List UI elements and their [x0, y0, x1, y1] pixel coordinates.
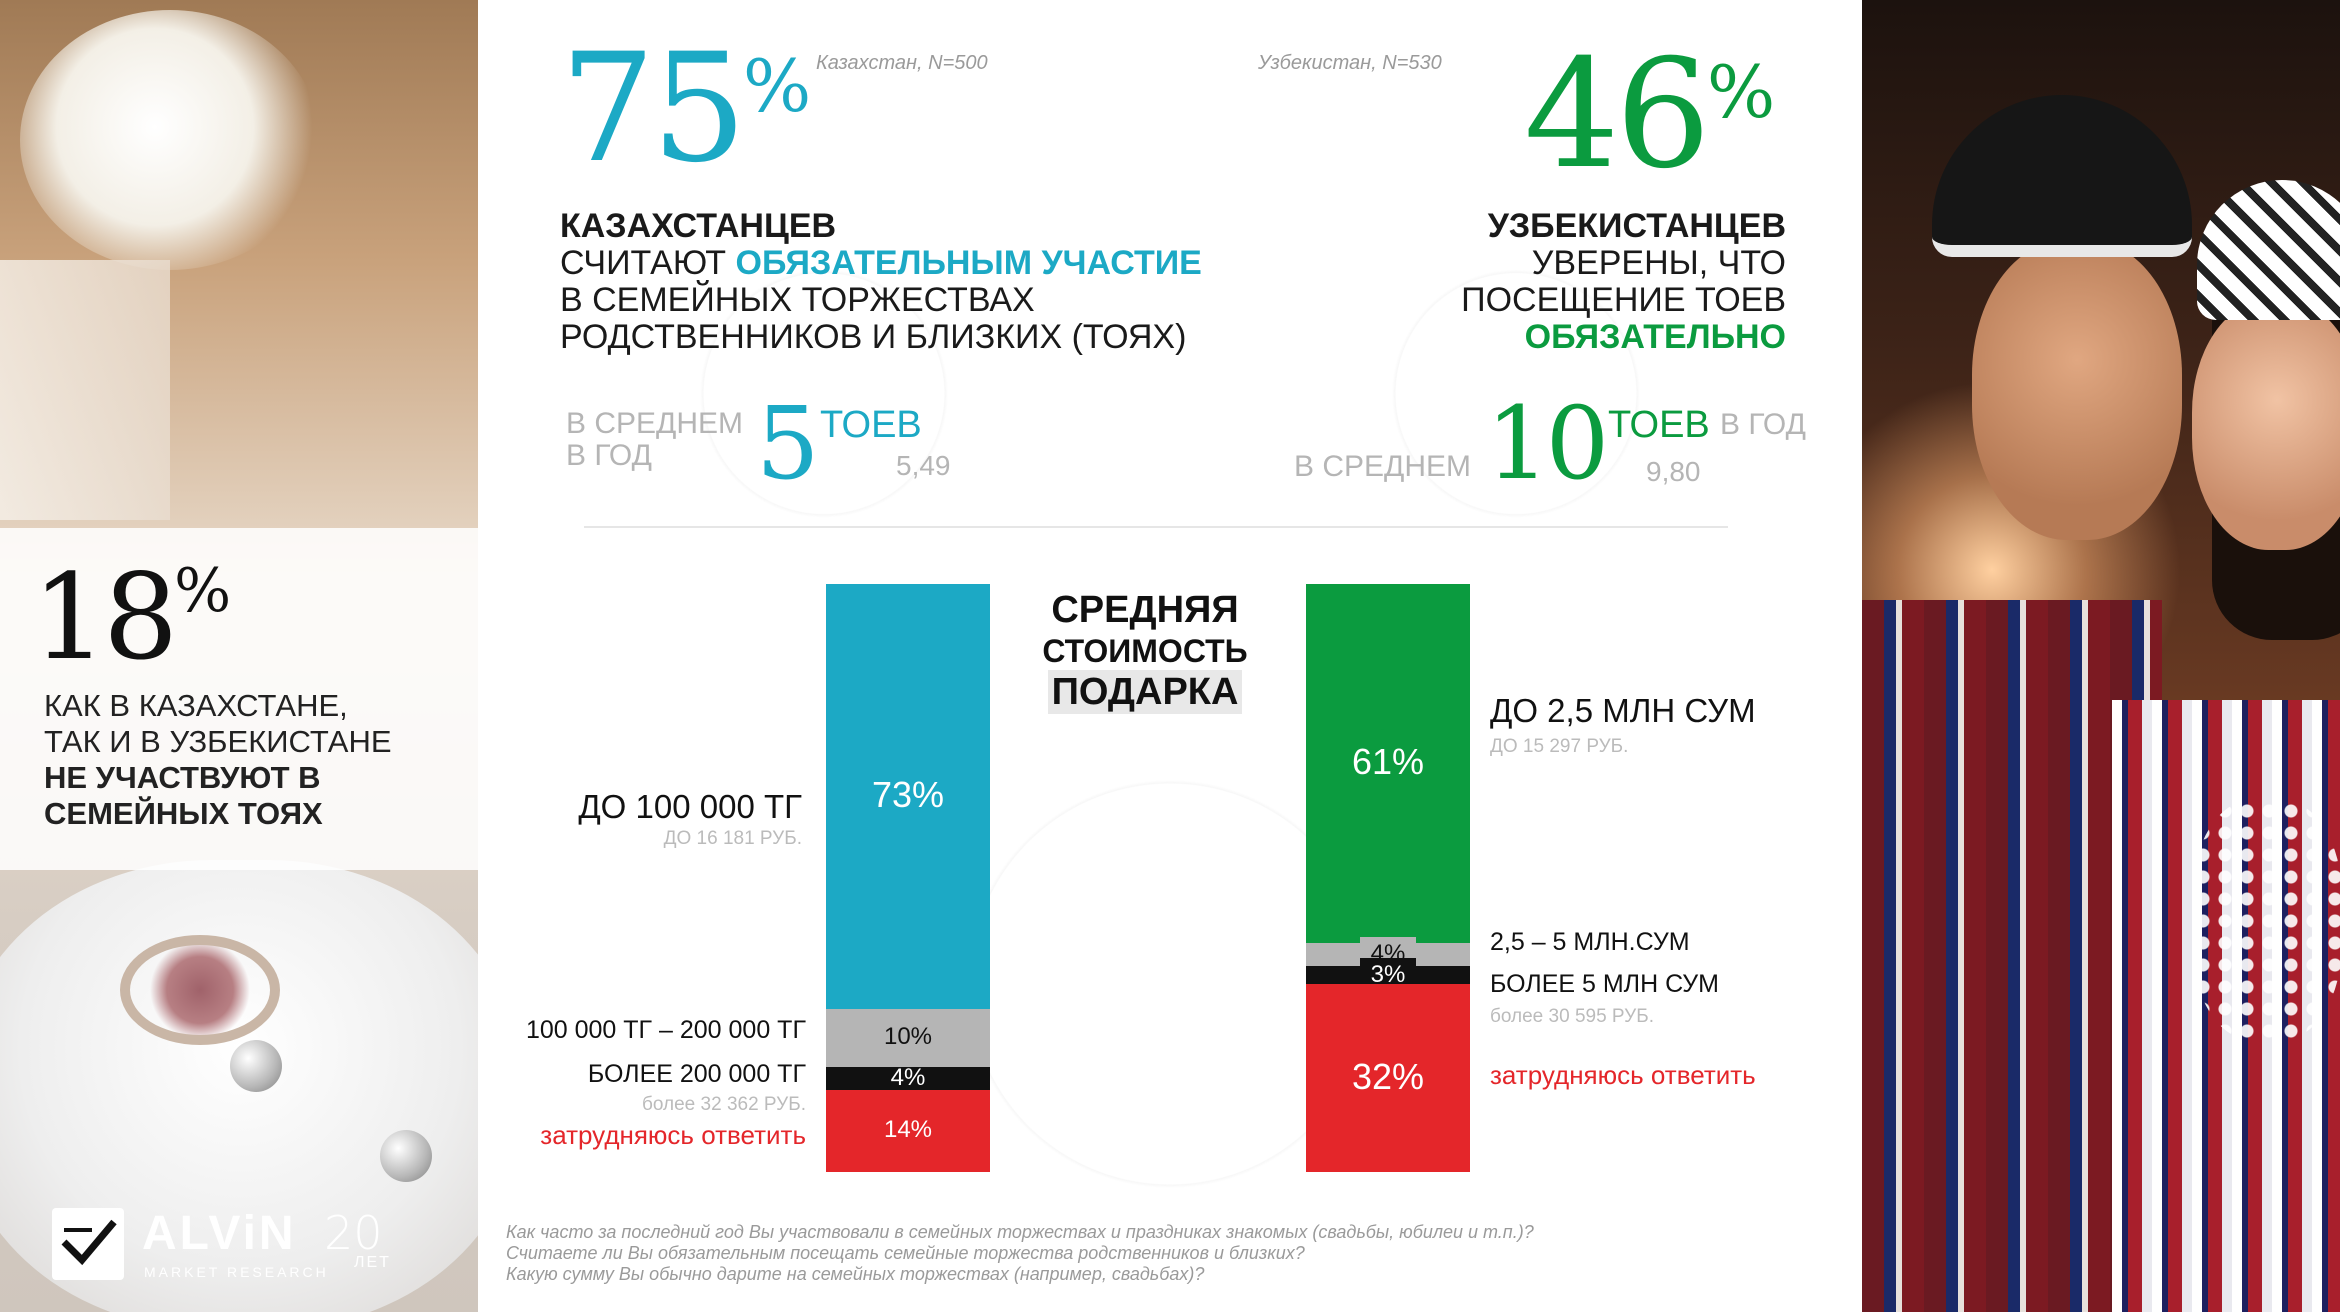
gift-title-line: СТОИМОСТЬ — [1042, 633, 1248, 669]
kz-label-group: ДО 100 000 ТГ ДО 16 181 РУБ. — [462, 788, 802, 850]
feather-decoration — [20, 10, 320, 270]
kz-stacked-bar: 73% 10% 4% 14% — [826, 584, 990, 1172]
uz-pct-sign: % — [1706, 50, 1776, 134]
man-skullcap — [1932, 95, 2192, 257]
kz-bar-segment — [826, 1067, 990, 1091]
kz-bar-segment — [826, 1090, 990, 1172]
logo-sub: MARKET RESEARCH — [144, 1264, 329, 1280]
uz-pct-value: 46 — [1524, 28, 1711, 202]
left-stat-number: 18% — [32, 548, 231, 686]
kz-avg-exact: 5,49 — [896, 450, 951, 481]
logo-years-label: ЛЕТ — [354, 1254, 391, 1271]
kz-bar-segment — [826, 1008, 990, 1068]
kz-avg-label-line: В СРЕДНЕМ — [566, 407, 744, 440]
right-photo-panel — [1862, 0, 2340, 1312]
gift-title-line: СРЕДНЯЯ — [1051, 589, 1239, 631]
jewel-image — [380, 1130, 432, 1182]
kz-line: РОДСТВЕННИКОВ И БЛИЗКИХ (ТОЯХ) — [560, 318, 1187, 356]
woman-face — [2192, 300, 2340, 550]
uz-highlight: ОБЯЗАТЕЛЬНО — [1524, 318, 1786, 356]
gift-title-line: ПОДАРКА — [1047, 670, 1243, 714]
uz-segment-value: 32% — [1351, 1055, 1425, 1097]
left-pct-value: 18 — [32, 548, 178, 686]
ring-image — [120, 935, 280, 1045]
uz-seg-label: затрудняюсь ответить — [1490, 1060, 1756, 1090]
logo-name: ALViN — [142, 1207, 297, 1260]
uz-seg-label: 2,5 – 5 МЛН.СУМ — [1490, 928, 1690, 956]
kz-line: СЧИТАЮТ ОБЯЗАТЕЛЬНЫМ УЧАСТИЕ — [560, 245, 1202, 282]
left-pct-sign: % — [174, 556, 232, 626]
uz-statement: УЗБЕКИСТАНЦЕВ УВЕРЕНЫ, ЧТО ПОСЕЩЕНИЕ ТОЕ… — [1386, 208, 1786, 356]
kz-avg-label-line: В ГОД — [566, 439, 652, 472]
uz-sample-note: Узбекистан, N=530 — [1258, 52, 1442, 75]
uz-bar-segment — [1306, 584, 1470, 943]
kz-seg-label: 100 000 ТГ – 200 000 ТГ — [525, 1016, 806, 1044]
left-stat-line: КАК В КАЗАХСТАНЕ, — [44, 688, 348, 723]
kz-line: КАЗАХСТАНЦЕВ — [560, 207, 837, 245]
kz-avg-unit: ТОЕВ — [820, 404, 922, 446]
footnote-line: Какую сумму Вы обычно дарите на семейных… — [506, 1264, 1205, 1284]
kz-avg-label: В СРЕДНЕМ В ГОД — [566, 408, 743, 472]
footnotes: Как часто за последний год Вы участвовал… — [506, 1222, 1826, 1285]
left-stat-text: КАК В КАЗАХСТАНЕ, ТАК И В УЗБЕКИСТАНЕ НЕ… — [44, 688, 392, 832]
footnote-line: Как часто за последний год Вы участвовал… — [506, 1222, 1534, 1242]
kz-statement: КАЗАХСТАНЦЕВ СЧИТАЮТ ОБЯЗАТЕЛЬНЫМ УЧАСТИ… — [560, 208, 1202, 356]
kz-note-text: Казахстан, N=500 — [816, 52, 988, 74]
uz-seg-sublabel: более 30 595 РУБ. — [1490, 1006, 1654, 1027]
footnote-line: Считаете ли Вы обязательным посещать сем… — [506, 1243, 1305, 1263]
kz-segment-value: 73% — [871, 774, 945, 816]
check-logo-icon — [61, 1219, 117, 1266]
kz-seg-label: БОЛЕЕ 200 000 ТГ — [587, 1060, 806, 1088]
bead-necklace — [2192, 800, 2340, 1040]
kz-bar-segment — [826, 584, 990, 1009]
kz-sample-note: Казахстан, N=500 — [816, 52, 988, 75]
kz-highlight: ОБЯЗАТЕЛЬНЫМ УЧАСТИЕ — [735, 244, 1202, 282]
uz-avg-exact: 9,80 — [1646, 456, 1701, 487]
kz-pct-value: 75 — [560, 22, 747, 196]
uz-stacked-bar: 61% 4% 3% 32% — [1306, 584, 1470, 1172]
left-stat-line: НЕ УЧАСТВУЮТ В — [44, 760, 321, 795]
left-stat-card: 18% КАК В КАЗАХСТАНЕ, ТАК И В УЗБЕКИСТАН… — [0, 528, 478, 870]
kz-avg-number: 5 — [756, 385, 820, 502]
gift-cost-title: СРЕДНЯЯ СТОИМОСТЬ ПОДАРКА — [1040, 588, 1250, 714]
cloth-decoration — [0, 260, 170, 520]
kz-seg-label: ДО 100 000 ТГ — [578, 788, 802, 825]
uz-line: УВЕРЕНЫ, ЧТО — [1531, 244, 1786, 282]
uz-seg-sublabel: ДО 15 297 РУБ. — [1490, 736, 1629, 757]
section-divider — [584, 526, 1728, 528]
uz-avg-label-1: В СРЕДНЕМ — [1294, 450, 1472, 483]
uz-line: УЗБЕКИСТАНЦЕВ — [1487, 207, 1786, 245]
uz-big-pct: 46% — [1524, 40, 1775, 190]
kz-seg-sublabel: ДО 16 181 РУБ. — [663, 828, 802, 849]
kz-segment-value: 14% — [883, 1116, 933, 1144]
uz-note-text: Узбекистан, N=530 — [1258, 52, 1442, 74]
kz-seg-sublabel: более 32 362 РУБ. — [642, 1094, 806, 1115]
logo-mark — [52, 1208, 124, 1280]
left-stat-line: СЕМЕЙНЫХ ТОЯХ — [44, 796, 323, 831]
kz-seg-label: затрудняюсь ответить — [540, 1120, 806, 1150]
uz-avg-number: 10 — [1486, 385, 1609, 502]
kz-big-pct: 75% — [560, 34, 811, 184]
kz-line: В СЕМЕЙНЫХ ТОРЖЕСТВАХ — [560, 281, 1035, 319]
uz-avg-unit: ТОЕВ — [1608, 404, 1710, 446]
jewel-image — [230, 1040, 282, 1092]
uz-bar-segment — [1306, 983, 1470, 1172]
background-ornament — [478, 0, 1862, 1312]
left-stat-line: ТАК И В УЗБЕКИСТАНЕ — [44, 724, 392, 759]
uz-segment-value: 61% — [1351, 741, 1425, 783]
kz-segment-value: 4% — [890, 1063, 926, 1091]
uz-seg-label: БОЛЕЕ 5 МЛН СУМ — [1490, 970, 1720, 998]
uz-avg-label-2: В ГОД — [1720, 408, 1806, 441]
man-face — [1972, 240, 2182, 540]
logo-years: 20 — [324, 1206, 383, 1260]
uz-seg-label: ДО 2,5 МЛН СУМ — [1490, 692, 1756, 729]
uz-line: ПОСЕЩЕНИЕ ТОЕВ — [1461, 281, 1786, 319]
kz-pct-sign: % — [742, 44, 812, 128]
woman-skullcap — [2197, 180, 2340, 320]
kz-segment-value: 10% — [883, 1023, 933, 1051]
uz-label-group: ДО 2,5 МЛН СУМ ДО 15 297 РУБ. — [1490, 692, 1756, 758]
kz-line-part: СЧИТАЮТ — [560, 244, 736, 282]
